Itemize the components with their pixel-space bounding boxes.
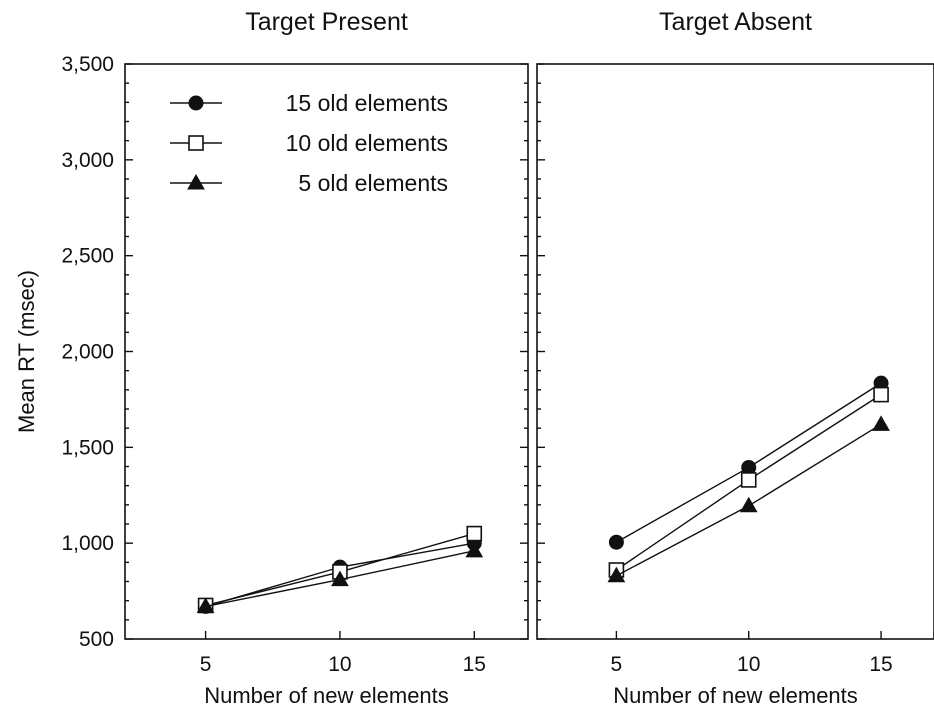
data-point <box>873 386 889 403</box>
y-tick-label: 3,000 <box>61 149 114 172</box>
data-point <box>607 566 626 583</box>
y-tick-label: 1,500 <box>61 436 114 459</box>
data-point <box>465 541 484 558</box>
panel-target-absent: Target Absent Number of new elements 5 10 15 <box>536 8 934 708</box>
x-axis-label: Number of new elements <box>204 683 449 708</box>
y-axis-label: Mean RT (msec) <box>14 270 39 433</box>
plot-frame <box>536 63 934 640</box>
data-point <box>740 472 757 488</box>
x-axis-label: Number of new elements <box>613 683 858 708</box>
y-tick-label: 2,500 <box>61 245 114 268</box>
y-tick-label: 1,000 <box>61 532 114 555</box>
y-tick-label: 2,000 <box>61 341 114 364</box>
y-tick-label: 3,500 <box>61 53 114 76</box>
x-tick-label: 5 <box>611 653 623 676</box>
y-tick-label: 500 <box>79 628 114 651</box>
data-point <box>608 534 624 550</box>
data-point <box>196 597 215 613</box>
panel-target-present: Target Present Number of new elements Mean… <box>14 8 529 708</box>
data-point <box>331 570 349 587</box>
series-filled-triangle <box>607 415 890 583</box>
legend-label: 15 old elements <box>286 90 448 116</box>
x-tick-label: 10 <box>328 653 351 676</box>
x-tick-label: 15 <box>869 653 892 676</box>
data-point <box>872 415 890 431</box>
panel-title: Target Present <box>245 8 408 36</box>
legend-marker <box>188 95 204 111</box>
series-open-square <box>608 386 889 578</box>
panel-title: Target Absent <box>659 8 812 36</box>
legend-marker <box>187 173 205 190</box>
series-filled-triangle <box>196 541 484 613</box>
x-tick-label: 5 <box>200 653 212 676</box>
x-tick-label: 10 <box>737 653 760 676</box>
legend: 15 old elements 10 old elements 5 old elem… <box>170 90 448 196</box>
legend-label: 5 old elements <box>298 170 448 196</box>
data-point <box>739 496 758 513</box>
legend-marker <box>188 135 204 151</box>
legend-label: 10 old elements <box>286 130 448 156</box>
x-tick-label: 15 <box>463 653 486 676</box>
data-point <box>466 525 483 542</box>
series-filled-circle <box>608 375 889 550</box>
